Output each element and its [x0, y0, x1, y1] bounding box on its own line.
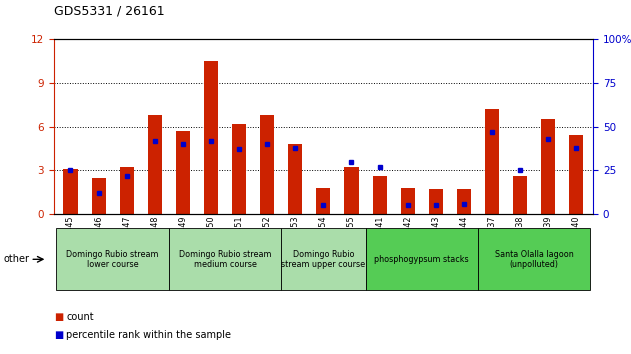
- Bar: [148, 115, 162, 214]
- Text: Domingo Rubio
stream upper course: Domingo Rubio stream upper course: [281, 250, 365, 269]
- Text: ■: ■: [54, 312, 63, 322]
- Bar: [288, 144, 302, 214]
- Text: Domingo Rubio stream
medium course: Domingo Rubio stream medium course: [179, 250, 271, 269]
- Bar: [345, 167, 358, 214]
- Bar: [372, 176, 387, 214]
- Bar: [64, 169, 78, 214]
- Bar: [260, 115, 274, 214]
- Text: percentile rank within the sample: percentile rank within the sample: [66, 330, 231, 339]
- Text: count: count: [66, 312, 94, 322]
- Bar: [232, 124, 246, 214]
- Text: phosphogypsum stacks: phosphogypsum stacks: [374, 255, 469, 264]
- Bar: [569, 135, 583, 214]
- Bar: [457, 189, 471, 214]
- Bar: [513, 176, 527, 214]
- Text: ■: ■: [54, 330, 63, 339]
- Text: GDS5331 / 26161: GDS5331 / 26161: [54, 5, 164, 18]
- Bar: [120, 167, 134, 214]
- Text: Domingo Rubio stream
lower course: Domingo Rubio stream lower course: [66, 250, 159, 269]
- Bar: [176, 131, 190, 214]
- Bar: [541, 119, 555, 214]
- Bar: [91, 178, 105, 214]
- Text: other: other: [3, 254, 29, 264]
- Bar: [401, 188, 415, 214]
- Text: Santa Olalla lagoon
(unpolluted): Santa Olalla lagoon (unpolluted): [495, 250, 574, 269]
- Bar: [428, 189, 443, 214]
- Bar: [204, 61, 218, 214]
- Bar: [316, 188, 331, 214]
- Bar: [485, 109, 499, 214]
